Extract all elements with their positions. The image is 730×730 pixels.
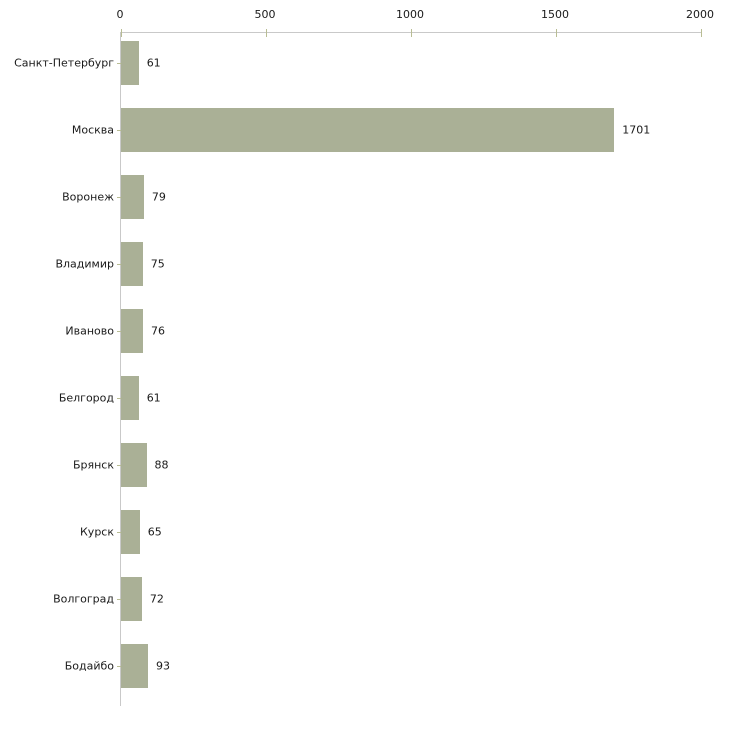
x-axis-tick bbox=[121, 29, 122, 37]
value-label: 61 bbox=[146, 391, 161, 405]
bar-row: Санкт-Петербург 61 bbox=[14, 30, 701, 97]
bar bbox=[121, 309, 143, 353]
value-label: 79 bbox=[151, 190, 166, 204]
x-axis-tick-label: 1500 bbox=[541, 8, 569, 21]
value-label: 75 bbox=[150, 257, 165, 271]
y-axis-tick bbox=[117, 465, 121, 466]
x-axis-tick-label: 500 bbox=[254, 8, 276, 21]
bar bbox=[121, 242, 143, 286]
y-axis-tick bbox=[117, 398, 121, 399]
category-label: Иваново bbox=[65, 324, 114, 338]
x-axis-tick-label: 2000 bbox=[686, 8, 714, 21]
y-axis-tick bbox=[117, 666, 121, 667]
category-label: Владимир bbox=[55, 257, 114, 271]
bar bbox=[121, 41, 139, 85]
value-label: 65 bbox=[147, 525, 162, 539]
bar-row: Владимир 75 bbox=[55, 231, 701, 298]
x-axis-tick bbox=[411, 29, 412, 37]
bar-row: Курск 65 bbox=[80, 499, 701, 566]
y-axis-tick bbox=[117, 130, 121, 131]
category-label: Воронеж bbox=[62, 190, 114, 204]
bar-row: Иваново 76 bbox=[65, 298, 701, 365]
category-label: Курск bbox=[80, 525, 114, 539]
x-axis-tick bbox=[701, 29, 702, 37]
category-label: Санкт-Петербург bbox=[14, 56, 114, 70]
value-label: 76 bbox=[151, 324, 165, 338]
category-label: Москва bbox=[71, 123, 114, 137]
y-axis-tick bbox=[117, 264, 121, 265]
bar bbox=[121, 108, 615, 152]
bar bbox=[121, 577, 142, 621]
y-axis-tick bbox=[117, 599, 121, 600]
category-label: Волгоград bbox=[53, 592, 114, 606]
bar-row: Белгород 61 bbox=[59, 365, 701, 432]
value-label: 61 bbox=[146, 56, 161, 70]
y-axis-tick bbox=[117, 63, 121, 64]
bar bbox=[121, 376, 139, 420]
bar bbox=[121, 644, 148, 688]
bar bbox=[121, 175, 144, 219]
x-axis-tick bbox=[556, 29, 557, 37]
y-axis-tick bbox=[117, 197, 121, 198]
bar-row: Бодайбо 93 bbox=[65, 633, 701, 700]
y-axis-tick bbox=[117, 331, 121, 332]
category-label: Брянск bbox=[72, 458, 114, 472]
value-label: 88 bbox=[154, 458, 169, 472]
value-label: 1701 bbox=[622, 123, 651, 137]
plot-area: Санкт-Петербург 61 Москва 1701 Воронеж 79 Влад… bbox=[14, 29, 702, 706]
value-label: 93 bbox=[156, 659, 170, 673]
bar bbox=[121, 510, 140, 554]
category-label: Бодайбо bbox=[64, 659, 114, 673]
bar-row: Волгоград 72 bbox=[53, 566, 701, 633]
x-axis-tick-label: 1000 bbox=[396, 8, 424, 21]
bar-row: Воронеж 79 bbox=[62, 164, 701, 231]
x-axis-tick-label: 0 bbox=[116, 8, 124, 21]
value-label: 72 bbox=[149, 592, 164, 606]
x-axis-tick bbox=[266, 29, 267, 37]
y-axis-tick bbox=[117, 532, 121, 533]
bar-row: Москва 1701 bbox=[72, 97, 701, 164]
bar-row: Брянск 88 bbox=[73, 432, 701, 499]
bar bbox=[121, 443, 147, 487]
category-label: Белгород bbox=[58, 391, 114, 405]
